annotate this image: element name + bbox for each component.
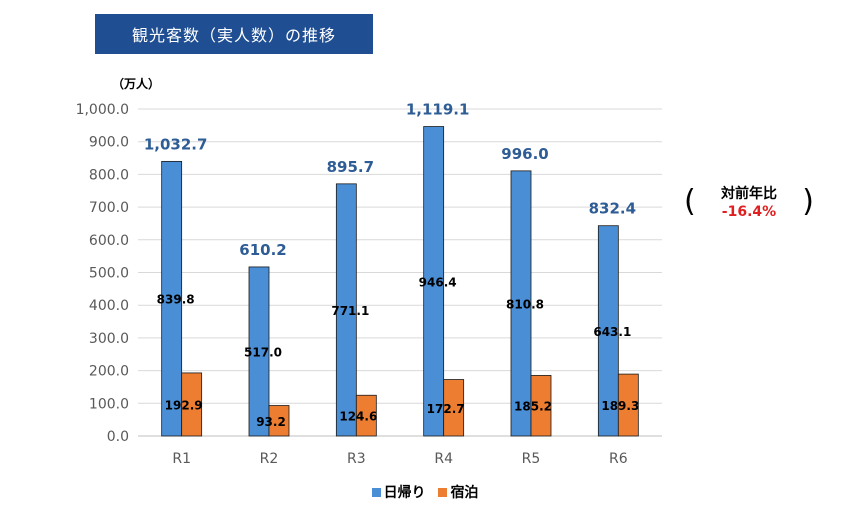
legend-item-day-trip: 日帰り [371,482,426,502]
y-tick-label: 800.0 [89,167,129,183]
yoy-label: 対前年比 [721,186,777,202]
y-tick-label: 500.0 [89,266,129,282]
bar-overnight [443,379,465,437]
total-label: 832.4 [589,200,636,218]
bar-overnight [355,394,377,437]
y-tick-label: 300.0 [89,331,129,347]
x-tick-label: R5 [522,451,541,467]
data-label-overnight: 93.2 [256,415,286,429]
y-tick-label: 0.0 [107,429,129,445]
y-tick-label: 900.0 [89,135,129,151]
bars [161,126,639,437]
bar-day-trip [510,170,532,437]
data-label-overnight: 192.9 [165,398,203,412]
unit-label: （万人） [112,77,161,91]
yoy-value: -16.4% [721,204,777,220]
legend-swatch-day-trip [371,487,381,497]
data-label-day-trip: 946.4 [419,275,457,289]
data-labels: 839.8 192.9 1,032.7 517.0 93.2 610.2 771.1 124.… [144,101,639,429]
y-tick-label: 400.0 [89,298,129,314]
x-axis-ticks: R1 R2 R3 R4 R5 R6 [172,451,627,467]
y-tick-label: 100.0 [89,396,129,412]
bar-overnight [617,373,639,437]
yoy-text: 対前年比 -16.4% [704,185,794,221]
x-tick-label: R6 [609,451,628,467]
right-paren: ) [802,184,814,219]
chart-title: 観光客数（実人数）の推移 [95,14,373,54]
y-tick-label: 700.0 [89,200,129,216]
total-label: 895.7 [327,158,374,176]
data-label-day-trip: 517.0 [244,345,282,359]
x-tick-label: R3 [347,451,366,467]
x-tick-label: R4 [434,451,453,467]
total-label: 996.0 [501,145,548,163]
legend-label-day-trip: 日帰り [383,485,426,501]
data-label-overnight: 185.2 [514,400,552,414]
total-label: 1,032.7 [144,135,208,153]
y-tick-label: 600.0 [89,233,129,249]
bar-day-trip [423,126,445,437]
legend: 日帰り 宿泊 [0,482,850,502]
total-label: 1,119.1 [406,101,470,119]
data-label-day-trip: 771.1 [331,304,369,318]
bar-overnight [268,405,290,437]
bar-day-trip [248,266,270,437]
legend-label-overnight: 宿泊 [450,485,479,501]
data-label-day-trip: 839.8 [157,293,195,307]
total-label: 610.2 [239,241,286,259]
yoy-box: ( 対前年比 -16.4% ) [684,182,814,228]
data-label-overnight: 124.6 [339,410,377,424]
legend-item-overnight: 宿泊 [438,482,478,502]
y-tick-label: 1,000.0 [76,102,129,118]
bar-overnight [181,372,203,437]
left-paren: ( [684,184,696,219]
bar-overnight [530,375,552,437]
bar-day-trip [161,160,183,437]
gridlines [138,108,662,437]
bar-day-trip [597,225,619,437]
x-tick-label: R1 [172,451,191,467]
data-label-day-trip: 810.8 [506,297,544,311]
legend-swatch-overnight [438,487,448,497]
bar-day-trip [335,183,357,437]
data-label-overnight: 189.3 [601,399,639,413]
y-axis-ticks: 0.0 100.0 200.0 300.0 400.0 500.0 600.0 700.0 80… [76,102,129,445]
data-label-overnight: 172.7 [427,402,465,416]
data-label-day-trip: 643.1 [593,325,631,339]
x-tick-label: R2 [260,451,279,467]
y-tick-label: 200.0 [89,364,129,380]
